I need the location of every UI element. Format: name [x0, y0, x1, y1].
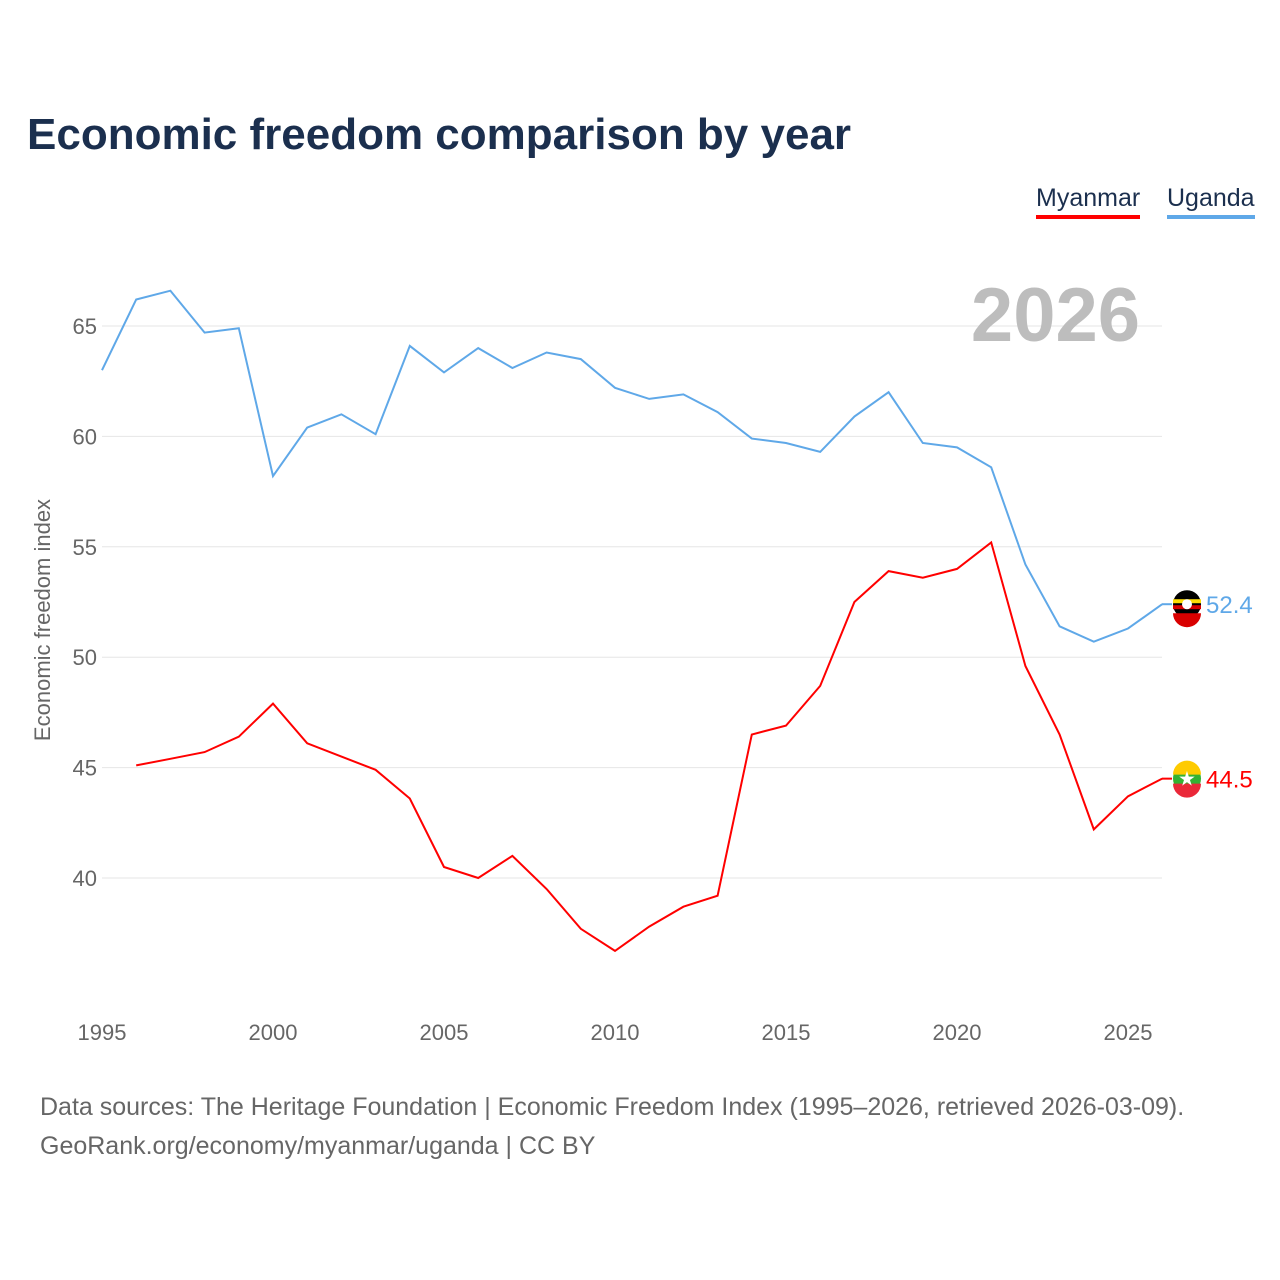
legend-uganda[interactable]: Uganda	[1167, 184, 1255, 219]
flag-stripe	[1173, 613, 1201, 628]
flag-star: ★	[1178, 769, 1196, 791]
series-line-uganda	[101, 289, 1163, 643]
chart-title: Economic freedom comparison by year	[27, 110, 852, 159]
legend-myanmar[interactable]: Myanmar	[1036, 184, 1141, 219]
source-note: Data sources: The Heritage Foundation | …	[40, 1088, 1184, 1166]
year-label: 2026	[971, 273, 1140, 358]
flag-stripe	[1173, 783, 1201, 798]
x-tick-label: 2005	[420, 1020, 469, 1045]
x-tick-label: 2020	[933, 1020, 982, 1045]
x-tick-label: 2000	[249, 1020, 298, 1045]
y-tick-label: 50	[73, 645, 97, 670]
x-tick-label: 2025	[1104, 1020, 1153, 1045]
end-value-label: 44.5	[1206, 767, 1253, 794]
series-line-myanmar	[136, 540, 1163, 953]
flag-emblem	[1182, 599, 1192, 610]
y-tick-label: 65	[73, 314, 97, 339]
source-line-2: GeoRank.org/economy/myanmar/uganda | CC …	[40, 1132, 596, 1160]
source-line-1: Data sources: The Heritage Foundation | …	[40, 1093, 1185, 1121]
x-tick-label: 2015	[762, 1020, 811, 1045]
y-axis-label: Economic freedom index	[30, 499, 55, 741]
x-tick-label: 2010	[591, 1020, 640, 1045]
y-tick-label: 60	[73, 424, 97, 449]
end-value-label: 52.4	[1206, 592, 1253, 619]
flag-stripe	[1173, 760, 1201, 775]
y-tick-label: 40	[73, 866, 97, 891]
y-tick-label: 45	[73, 756, 97, 781]
y-tick-label: 55	[73, 535, 97, 560]
x-tick-label: 1995	[78, 1020, 127, 1045]
